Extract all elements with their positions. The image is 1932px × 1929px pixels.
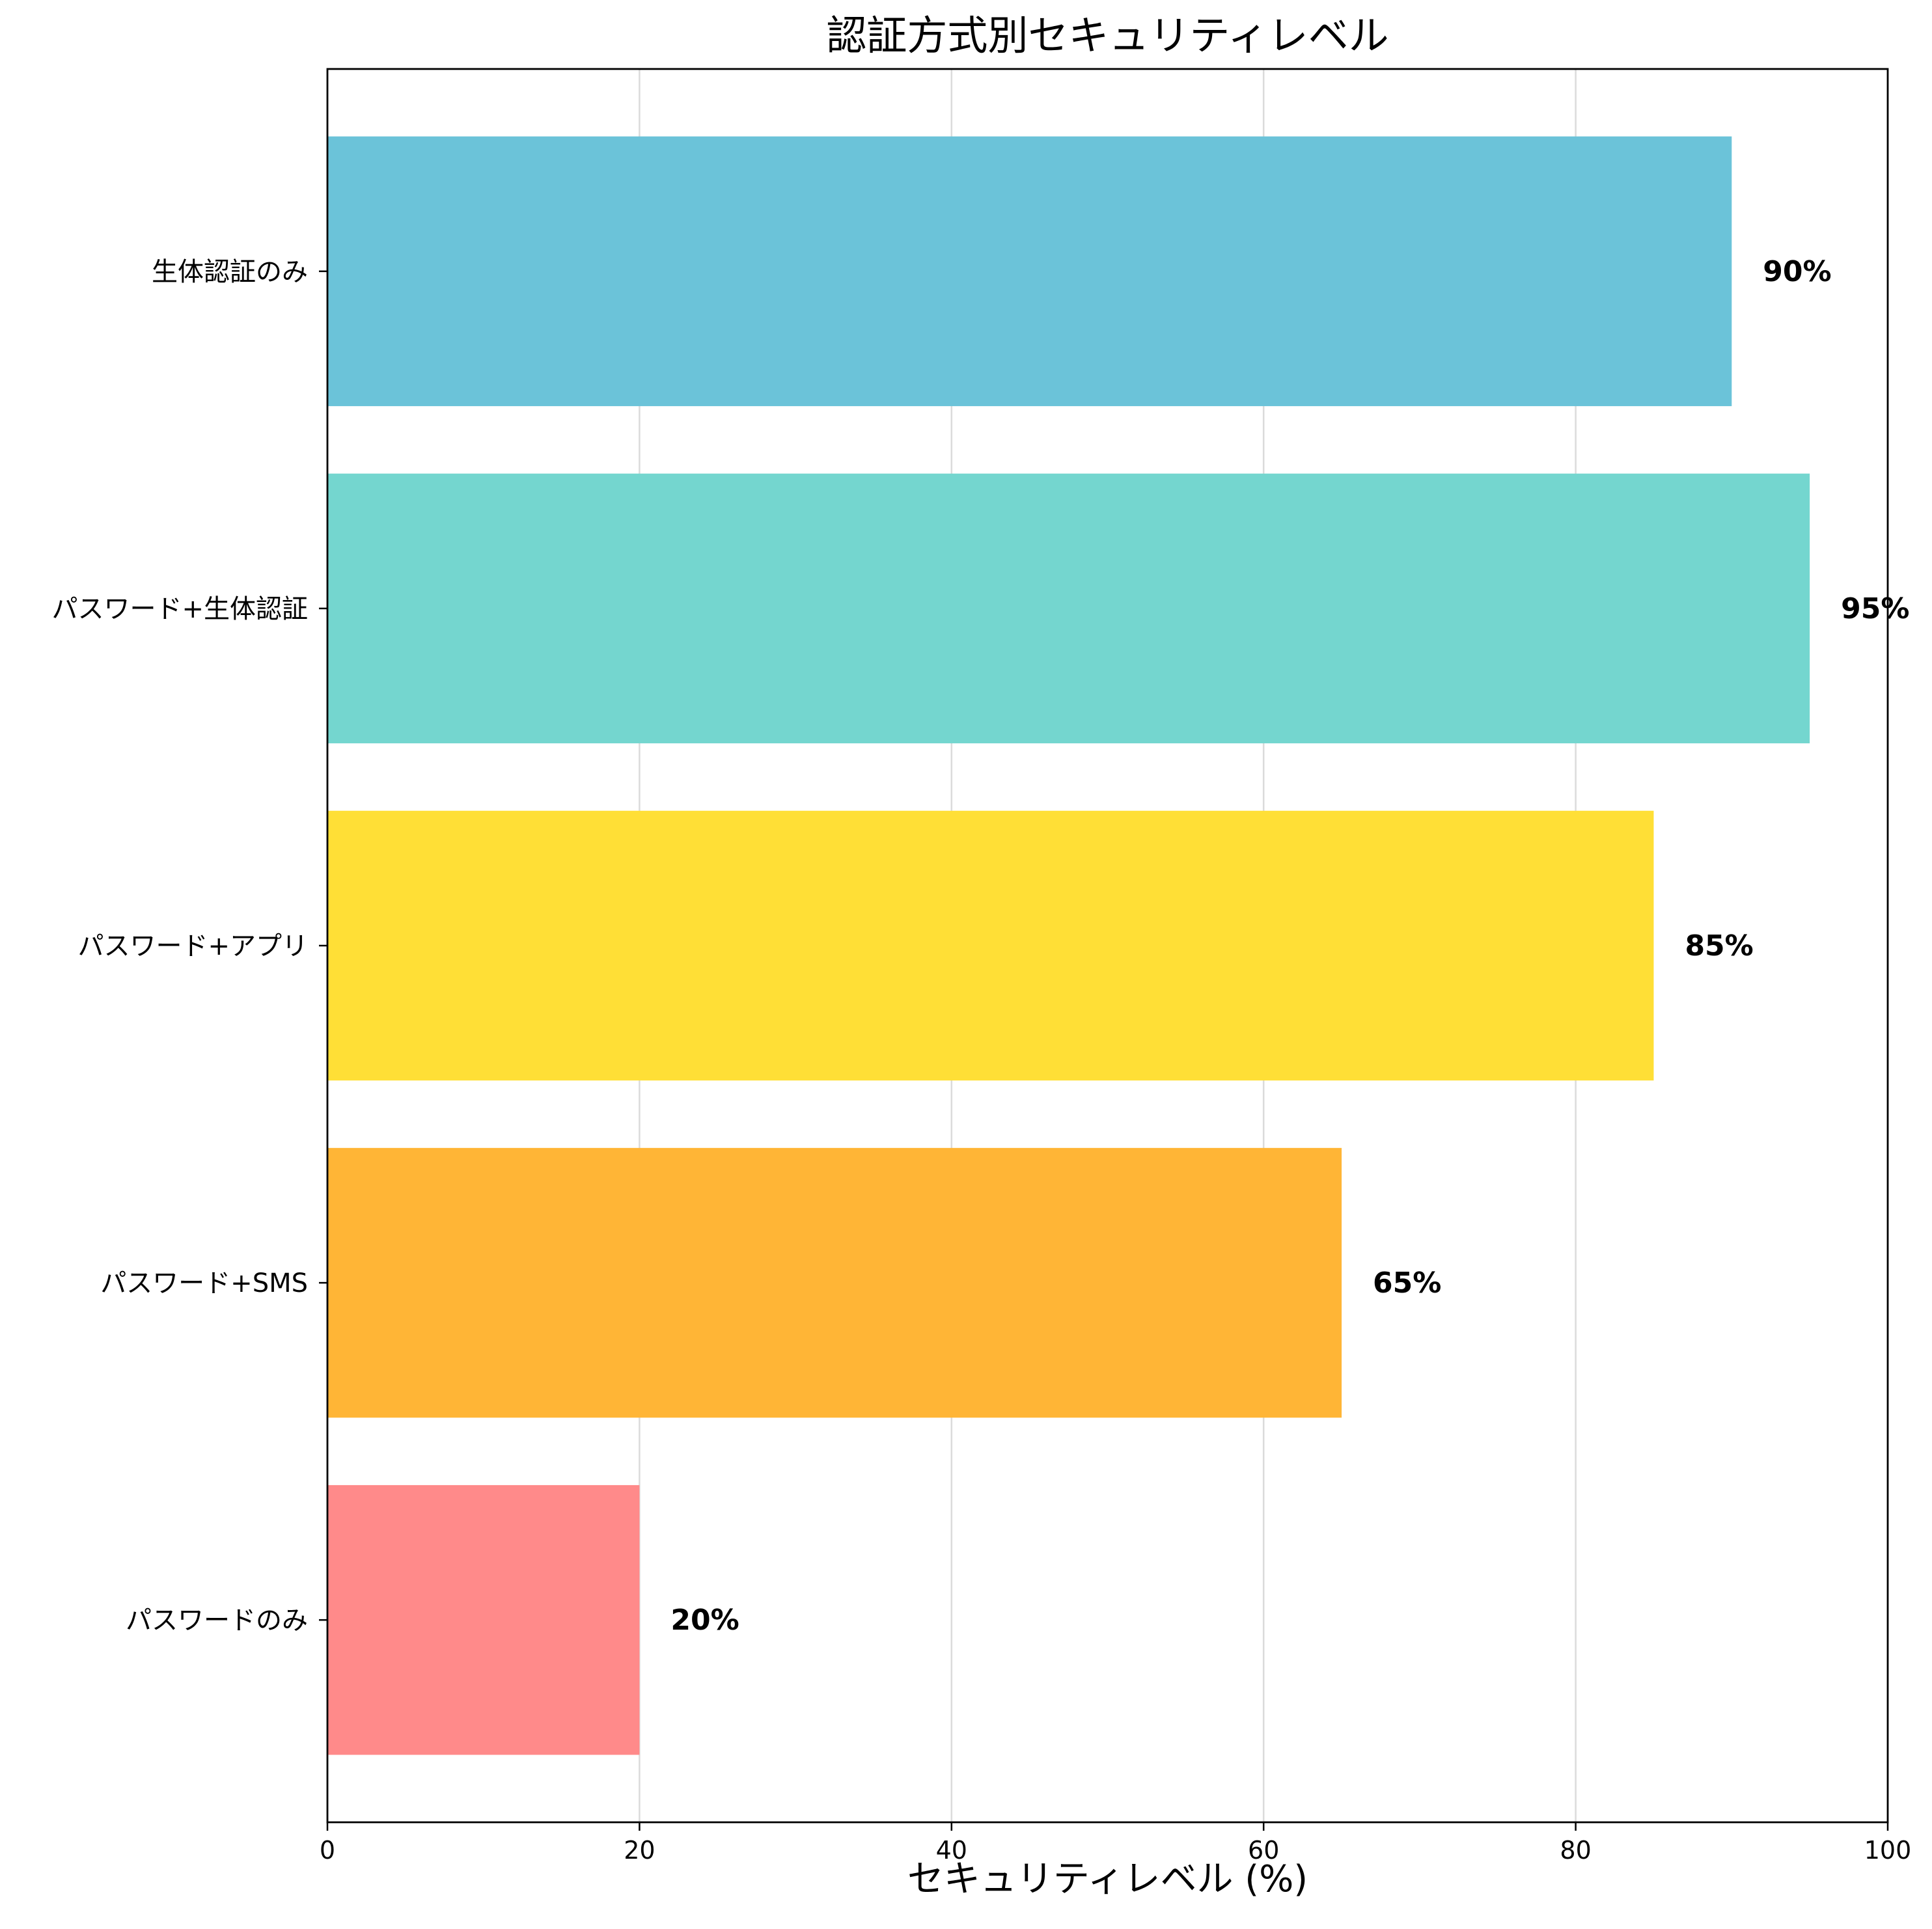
y-tick-label: パスワード+生体認証 <box>51 594 308 624</box>
value-label: 20% <box>670 1604 739 1637</box>
value-label: 85% <box>1685 929 1753 963</box>
bar <box>327 810 1654 1081</box>
bars <box>327 136 1810 1755</box>
y-axis-ticks: パスワードのみ パスワード+SMS パスワード+アプリ パスワード+生体認証 生体認証の… <box>51 257 327 1635</box>
bar <box>327 1147 1342 1418</box>
y-tick-label: パスワードのみ <box>126 1606 308 1635</box>
chart-title: 認証方式別セキュリティレベル <box>826 12 1388 59</box>
y-tick-label: 生体認証のみ <box>152 257 308 287</box>
bar <box>327 136 1732 407</box>
y-tick-label: パスワード+SMS <box>100 1268 308 1298</box>
x-tick-label: 60 <box>1248 1836 1279 1865</box>
bar <box>327 473 1810 744</box>
bar <box>327 1484 640 1755</box>
x-tick-label: 40 <box>936 1836 967 1865</box>
value-label: 90% <box>1763 255 1831 288</box>
value-label: 65% <box>1373 1266 1441 1300</box>
x-tick-label: 80 <box>1560 1836 1591 1865</box>
value-labels: 20% 65% 85% 95% 90% <box>670 255 1909 1637</box>
x-tick-label: 0 <box>320 1836 335 1865</box>
x-tick-label: 100 <box>1864 1836 1912 1865</box>
x-axis-ticks: 0 20 40 60 80 100 <box>320 1822 1911 1865</box>
x-tick-label: 20 <box>624 1836 655 1865</box>
x-axis-label: セキュリティレベル (%) <box>907 1858 1308 1900</box>
value-label: 95% <box>1841 592 1909 625</box>
y-tick-label: パスワード+アプリ <box>77 931 308 961</box>
